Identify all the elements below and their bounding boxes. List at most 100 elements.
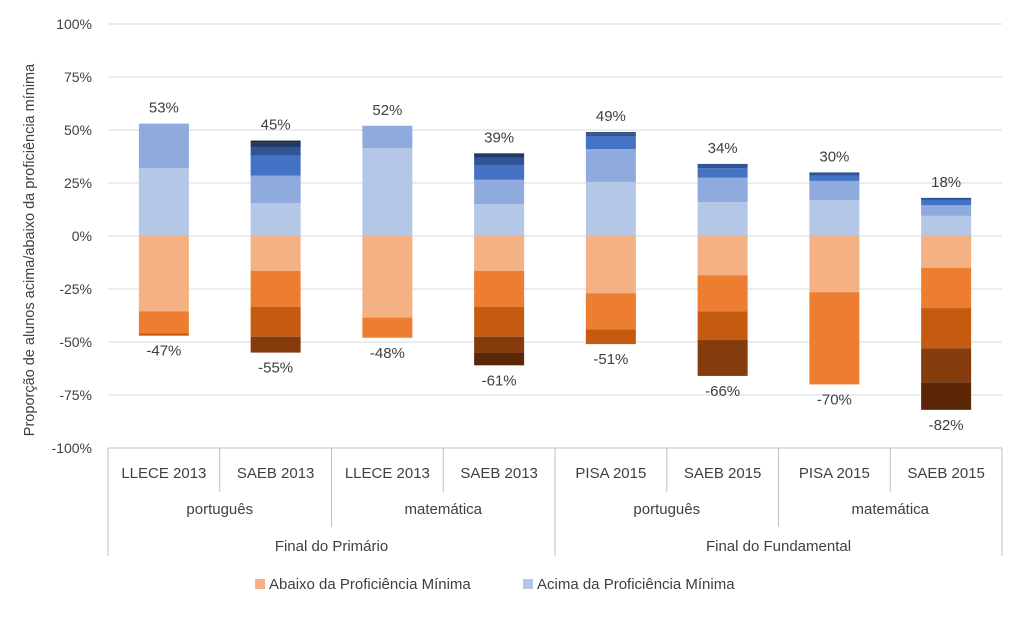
x-axis: LLECE 2013 SAEB 2013 LLECE 2013 SAEB 2013 PI… xyxy=(107,447,1003,556)
bar-segment-below xyxy=(474,352,525,366)
bar-segment-above xyxy=(697,168,748,178)
bar-segment-above xyxy=(474,179,525,205)
bar-segment-above xyxy=(138,168,189,236)
bar-segment-below xyxy=(921,267,972,309)
y-tick-label: 25% xyxy=(64,175,92,191)
bar-segment-above xyxy=(250,175,301,204)
bar-segment-above xyxy=(697,177,748,203)
y-tick-label: 75% xyxy=(64,69,92,85)
bar-segment-below xyxy=(921,236,972,268)
data-label-below: -48% xyxy=(370,345,405,362)
bar-segment-below xyxy=(921,382,972,410)
data-label-below: -47% xyxy=(146,343,181,360)
bar-segment-below xyxy=(809,236,860,293)
bar-segment-below xyxy=(697,311,748,340)
y-axis-label: Proporção de alunos acima/abaixo da prof… xyxy=(22,63,38,436)
bar-segment-above xyxy=(362,125,413,149)
data-label-below: -61% xyxy=(482,372,517,389)
bar-segment-above xyxy=(585,136,636,150)
x-category-label: LLECE 2013 xyxy=(121,465,206,482)
legend-swatch xyxy=(523,579,533,589)
bar-segment-above xyxy=(250,146,301,156)
bar-segment-below xyxy=(921,308,972,349)
bar-segment-below xyxy=(474,236,525,271)
x-stage-label: Final do Fundamental xyxy=(706,538,851,555)
data-labels: 53% -47% 45% -55% 52% -48% 39% -61% 49% -51% 34% -6… xyxy=(146,100,963,434)
bar-segment-below xyxy=(250,307,301,337)
x-category-label: SAEB 2013 xyxy=(237,465,315,482)
bar-segment-below xyxy=(362,317,413,338)
data-label-above: 53% xyxy=(149,100,179,117)
bar-segment-above xyxy=(585,133,636,137)
bar-segment-above xyxy=(921,205,972,216)
x-subject-label: matemática xyxy=(851,501,929,518)
data-label-above: 30% xyxy=(819,148,849,165)
y-tick-label: -50% xyxy=(59,334,92,350)
bar-segment-below xyxy=(138,311,189,334)
bars xyxy=(138,123,972,410)
x-category-label: LLECE 2013 xyxy=(345,465,430,482)
data-label-above: 49% xyxy=(596,108,626,125)
bar-segment-above xyxy=(809,199,860,236)
gridlines xyxy=(108,23,1002,449)
bar-segment-below xyxy=(474,336,525,353)
data-label-below: -70% xyxy=(817,391,852,408)
bar-segment-below xyxy=(362,236,413,318)
bar-segment-below xyxy=(585,236,636,294)
x-subject-label: português xyxy=(633,501,700,518)
bar-segment-below xyxy=(697,275,748,312)
bar-segment-above xyxy=(921,197,972,200)
data-label-below: -66% xyxy=(705,383,740,400)
legend-label: Abaixo da Proficiência Mínima xyxy=(269,576,471,593)
bar-segment-below xyxy=(474,307,525,337)
x-category-label: SAEB 2013 xyxy=(460,465,538,482)
bar-segment-below xyxy=(250,236,301,271)
y-tick-label: 100% xyxy=(56,16,92,32)
x-category-label: PISA 2015 xyxy=(575,465,646,482)
bar-segment-above xyxy=(250,155,301,176)
x-subject-label: matemática xyxy=(404,501,482,518)
bar-segment-above xyxy=(474,153,525,158)
bar-segment-above xyxy=(585,181,636,236)
legend: Abaixo da Proficiência Mínima Acima da Pr… xyxy=(255,576,735,593)
data-label-above: 34% xyxy=(708,140,738,157)
bar-segment-below xyxy=(474,270,525,308)
y-tick-label: -100% xyxy=(52,440,92,456)
bar-segment-above xyxy=(585,149,636,182)
data-label-below: -55% xyxy=(258,360,293,377)
bar-segment-above xyxy=(250,142,301,147)
y-tick-label: 0% xyxy=(72,228,92,244)
bar-segment-above xyxy=(697,202,748,236)
data-label-above: 18% xyxy=(931,174,961,191)
y-axis: -100% -75% -50% -25% 0% 25% 50% 75% 100% xyxy=(52,16,92,456)
data-label-below: -82% xyxy=(929,417,964,434)
bar-segment-above xyxy=(809,180,860,200)
data-label-below: -51% xyxy=(593,351,628,368)
bar-segment-above xyxy=(585,132,636,134)
x-category-label: PISA 2015 xyxy=(799,465,870,482)
bar-segment-above xyxy=(921,199,972,206)
data-label-above: 52% xyxy=(372,102,402,119)
x-category-label: SAEB 2015 xyxy=(684,465,762,482)
bar-segment-below xyxy=(809,292,860,385)
bar-segment-above xyxy=(921,215,972,236)
x-stage-label: Final do Primário xyxy=(275,538,388,555)
bar-segment-below xyxy=(585,329,636,345)
y-tick-label: -25% xyxy=(59,281,92,297)
bar-segment-below xyxy=(250,270,301,308)
data-label-above: 45% xyxy=(261,117,291,134)
bar-segment-above xyxy=(474,157,525,165)
bar-segment-below xyxy=(138,236,189,312)
bar-segment-below xyxy=(250,336,301,353)
bar-segment-below xyxy=(697,236,748,276)
bar-segment-above xyxy=(250,203,301,236)
bar-segment-below xyxy=(921,348,972,383)
bar-segment-above xyxy=(474,204,525,236)
bar-segment-below xyxy=(697,339,748,376)
bar-segment-above xyxy=(809,172,860,176)
legend-swatch xyxy=(255,579,265,589)
legend-label: Acima da Proficiência Mínima xyxy=(537,576,735,593)
bar-segment-above xyxy=(809,175,860,181)
y-tick-label: -75% xyxy=(59,387,92,403)
